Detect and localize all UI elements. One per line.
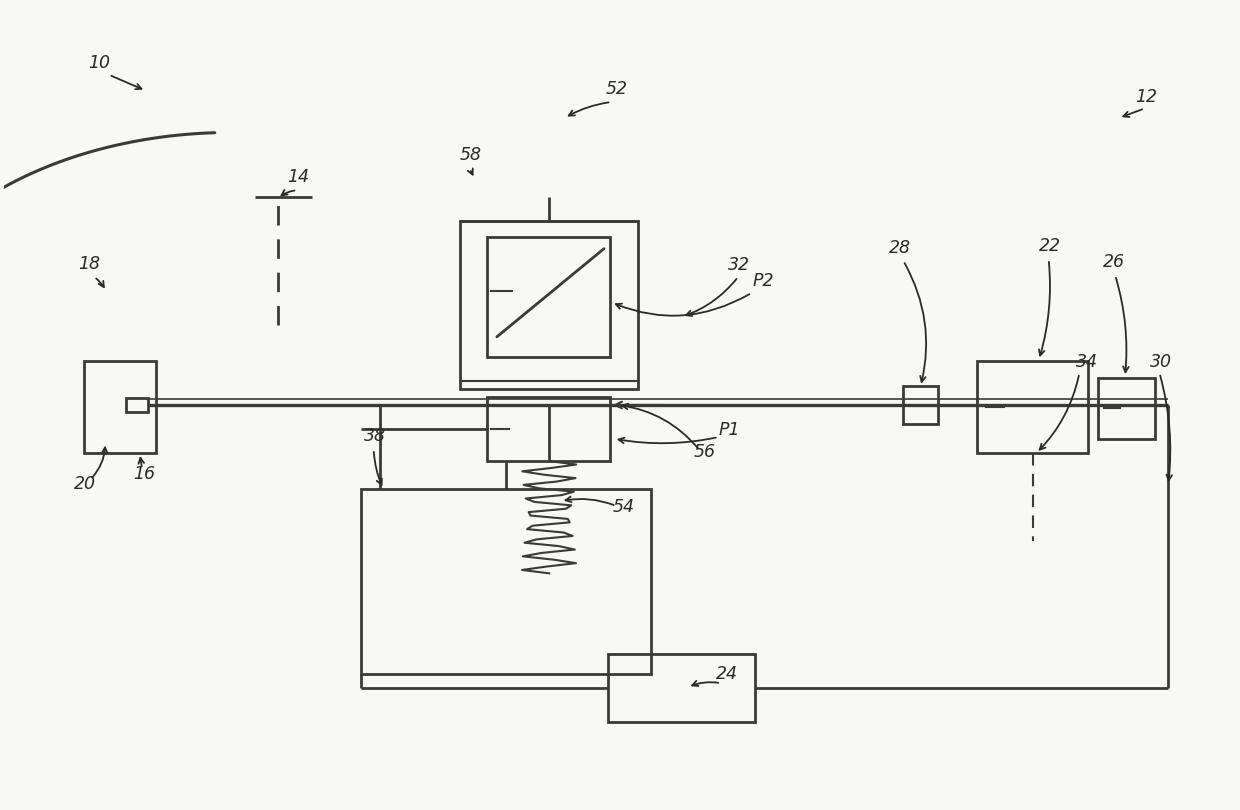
Text: 34: 34 — [1076, 352, 1097, 370]
Text: 32: 32 — [728, 256, 750, 275]
Text: 56: 56 — [694, 443, 715, 461]
Bar — [1097, 377, 1154, 439]
Text: 18: 18 — [78, 254, 100, 273]
Text: P1: P1 — [718, 421, 740, 440]
Text: 52: 52 — [605, 80, 627, 98]
Text: 26: 26 — [1102, 253, 1125, 271]
Text: 28: 28 — [889, 239, 910, 257]
Bar — [460, 220, 639, 389]
Bar — [126, 398, 149, 412]
Bar — [977, 361, 1087, 453]
Text: 24: 24 — [715, 665, 738, 683]
Text: 10: 10 — [88, 54, 110, 72]
Bar — [903, 386, 937, 424]
Text: 54: 54 — [613, 497, 635, 516]
Text: P2: P2 — [753, 272, 775, 290]
Text: 58: 58 — [460, 147, 482, 164]
Text: 12: 12 — [1135, 88, 1157, 106]
Text: 20: 20 — [74, 475, 97, 493]
Text: 16: 16 — [134, 465, 155, 483]
Text: 38: 38 — [363, 427, 386, 445]
Bar — [361, 489, 651, 674]
Text: 30: 30 — [1149, 352, 1172, 370]
Bar — [84, 361, 156, 453]
Bar — [487, 237, 610, 357]
Bar — [608, 654, 755, 722]
Text: 22: 22 — [1039, 237, 1060, 255]
Text: 14: 14 — [288, 168, 310, 186]
Bar — [487, 397, 610, 461]
